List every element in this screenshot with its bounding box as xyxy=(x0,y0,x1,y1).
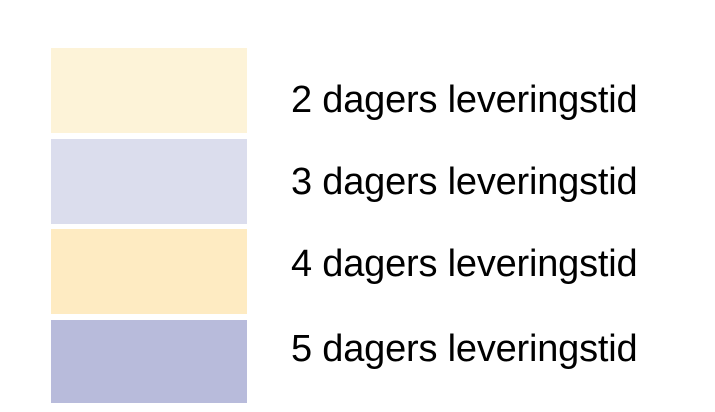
legend-swatch-4-days xyxy=(51,229,247,314)
legend-swatch-3-days xyxy=(51,139,247,224)
legend-label-2-days: 2 dagers leveringstid xyxy=(291,79,638,121)
legend-label-4-days: 4 dagers leveringstid xyxy=(291,243,638,285)
legend-label-3-days: 3 dagers leveringstid xyxy=(291,161,638,203)
legend-label-5-days: 5 dagers leveringstid xyxy=(291,328,638,370)
legend-swatch-5-days xyxy=(51,320,247,403)
legend-swatch-2-days xyxy=(51,48,247,133)
